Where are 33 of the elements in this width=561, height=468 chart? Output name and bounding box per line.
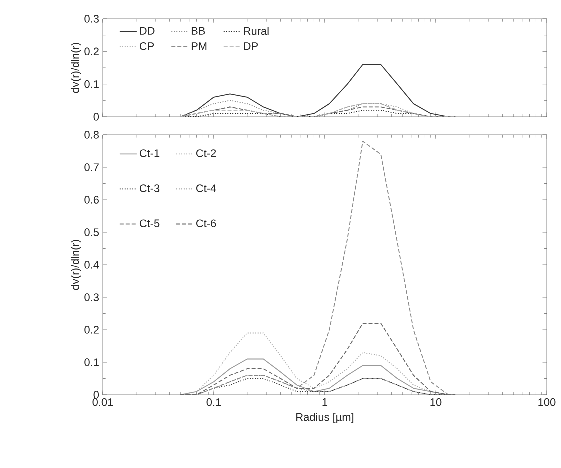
legend-label: DD [140, 27, 155, 35]
y-tick-label: 0.6 [84, 196, 99, 204]
legend-label: Ct-2 [196, 150, 216, 158]
x-tick-label: 100 [538, 398, 556, 406]
y-tick-label: 0 [94, 391, 100, 399]
y-axis-title: dv(r)/dln(r) [71, 43, 82, 94]
x-tick-label: 0.1 [206, 398, 222, 406]
y-tick-label: 0.8 [84, 131, 99, 139]
x-axis-title: Radius [µm] [296, 413, 354, 424]
legend-label: Ct-5 [140, 220, 160, 228]
legend-label: DP [244, 42, 258, 50]
legend-label: Ct-1 [140, 150, 160, 158]
y-tick-label: 0.4 [84, 261, 100, 269]
x-tick-label: 0.01 [92, 398, 114, 406]
y-tick-label: 0.2 [84, 326, 99, 334]
legend-label: Ct-6 [196, 220, 216, 228]
y-tick-label: 0.5 [84, 228, 100, 236]
legend-label: Rural [244, 27, 269, 36]
y-tick-label: 0.3 [84, 294, 99, 302]
legend-label: BB [192, 27, 206, 35]
y-tick-label: 0.1 [84, 358, 99, 366]
y-tick-label: 0.2 [84, 48, 99, 56]
legend-label: Ct-3 [140, 184, 160, 192]
legend-label: Ct-4 [196, 184, 216, 192]
y-tick-label: 0.7 [84, 164, 99, 172]
y-tick-label: 0.1 [84, 80, 99, 88]
y-tick-label: 0 [94, 113, 100, 121]
y-axis-title: dv(r)/dln(r) [71, 240, 82, 290]
legend-label: PM [192, 42, 207, 50]
x-tick-label: 1 [322, 398, 328, 406]
x-tick-label: 10 [430, 398, 442, 406]
y-tick-label: 0.3 [84, 15, 99, 23]
legend-label: CP [140, 42, 154, 50]
